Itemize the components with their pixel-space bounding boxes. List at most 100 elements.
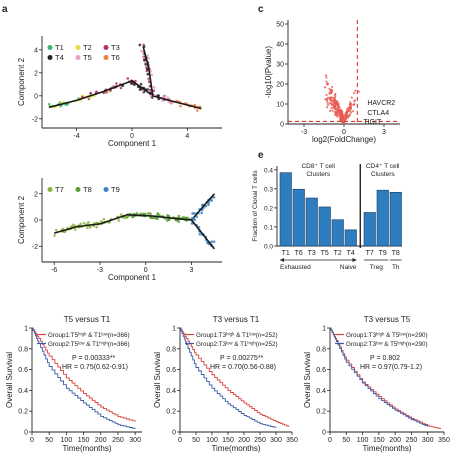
trajectory-top-legend-swatch: [103, 55, 109, 60]
trajectory-top-y-tick-label: 4: [34, 47, 38, 54]
volcano-y-tick-label: 40: [276, 42, 284, 49]
trajectory-mid-cell-point: [200, 211, 203, 215]
volcano-point: [344, 113, 347, 116]
volcano-point: [325, 76, 328, 79]
volcano-point: [353, 92, 356, 95]
volcano-point: [331, 106, 335, 109]
km-3-y-tick-label: 0.6: [316, 367, 326, 374]
panel-label-e: e: [258, 150, 264, 161]
km-2-y-tick-label: 0.2: [166, 409, 176, 416]
trajectory-top-x-axis-label: Component 1: [108, 139, 157, 148]
bars-annotation: Naive: [340, 264, 357, 271]
km-3-x-tick-label: 150: [373, 437, 385, 444]
volcano-y-tick-label: 50: [276, 22, 284, 29]
volcano-y-tick-label: 0: [280, 122, 284, 129]
km-3-legend-label: Group2:T3ˡᵒʷ & T5ʰⁱᵍʰ(n=290): [346, 341, 428, 348]
trajectory-mid-cell-point: [86, 226, 89, 230]
volcano-point: [324, 97, 327, 101]
trajectory-top-cell-point: [144, 63, 147, 66]
trajectory-top-cell-point: [107, 90, 110, 94]
bars-y-axis-label: Fraction of Clonal T cells: [252, 170, 259, 242]
km-3-x-tick-label: 250: [406, 437, 418, 444]
trajectory-mid-legend-swatch: [75, 187, 81, 192]
trajectory-top-trajectory-line: [48, 79, 202, 110]
trajectory-top-y-tick-label: 0: [34, 93, 38, 100]
volcano-x-tick-label: 3: [382, 129, 386, 136]
trajectory-top-cell-point: [152, 85, 156, 89]
trajectory-top-cell-point: [152, 89, 156, 93]
trajectory-mid-cell-point: [165, 219, 169, 222]
trajectory-mid-cell-point: [181, 216, 185, 219]
trajectory-mid-legend-label: T8: [83, 185, 92, 194]
trajectory-top-legend-label: T1: [55, 43, 64, 52]
volcano-point: [331, 100, 334, 103]
km-3-y-tick-label: 0: [322, 430, 326, 437]
trajectory-mid-cell-point: [88, 225, 92, 229]
trajectory-top-cell-point: [142, 56, 146, 60]
panel-label-a: a: [2, 4, 8, 15]
km-2-y-tick-label: 0.6: [166, 367, 176, 374]
km-2-y-axis-label: Overall Survival: [153, 352, 162, 408]
volcano-point: [350, 96, 353, 99]
trajectory-top-cell-point: [119, 86, 123, 90]
volcano-point: [348, 113, 351, 116]
trajectory-top-cell-point: [150, 73, 154, 77]
bars-y-tick-label: 0.0: [264, 244, 273, 251]
trajectory-mid-y-axis-label: Component 2: [17, 195, 26, 244]
volcano-point: [331, 103, 334, 106]
trajectory-top-x-tick-label: 4: [185, 133, 189, 140]
trajectory-top-legend-swatch: [75, 45, 81, 50]
volcano-point: [343, 117, 347, 120]
trajectory-top-cell-point: [89, 91, 92, 95]
volcano-point: [330, 85, 334, 89]
bars-arrowhead-left: [280, 258, 284, 262]
km-3-y-tick-label: 1: [322, 326, 326, 333]
volcano-point: [328, 109, 332, 113]
km-2-x-tick-label: 100: [206, 437, 218, 444]
trajectory-mid-legend-label: T9: [111, 185, 120, 194]
km-2-legend-label: Group2:T3ˡᵒʷ & T1ʰⁱᵍʰ(n=252): [196, 341, 278, 348]
trajectory-top-cell-point: [59, 104, 62, 108]
km-2-title: T3 versus T1: [213, 315, 260, 324]
trajectory-top-legend-label: T6: [111, 53, 120, 62]
km-2-p-value: P = 0.00275**: [220, 355, 264, 362]
trajectory-top-cell-point: [145, 66, 148, 69]
trajectory-top-cell-point: [47, 102, 51, 106]
trajectory-top-legend-swatch: [47, 55, 53, 60]
bar-T8: [389, 191, 402, 247]
volcano-point: [357, 90, 361, 93]
km-1-legend-label: Group2:T5ˡᵒʷ & T1ʰⁱᵍʰ(n=366): [48, 341, 130, 348]
trajectory-top-cell-point: [161, 99, 164, 103]
km-3-p-value: P = 0.802: [370, 355, 400, 362]
volcano-point: [331, 89, 334, 92]
volcano-gene-label: CTLA4: [367, 110, 389, 117]
km-2-x-tick-label: 50: [192, 437, 200, 444]
trajectory-mid-cell-point: [152, 216, 155, 220]
trajectory-mid-cell-point: [212, 240, 216, 243]
trajectory-top-x-tick-label: 0: [130, 133, 134, 140]
km-3-hazard-ratio: HR = 0.97(0.79-1.2): [360, 364, 422, 371]
trajectory-top-cell-point: [142, 43, 145, 47]
trajectory-top-legend-label: T3: [111, 43, 120, 52]
volcano-point: [354, 89, 357, 92]
trajectory-top-cell-point: [146, 72, 150, 76]
trajectory-mid-cell-point: [166, 214, 169, 217]
km-1-y-tick-label: 0: [24, 430, 28, 437]
km-3-y-tick-label: 0.2: [316, 409, 326, 416]
trajectory-mid-cell-point: [82, 221, 86, 225]
trajectory-top-cell-point: [143, 58, 146, 62]
trajectory-top-cell-point: [196, 109, 199, 112]
trajectory-mid-cell-point: [135, 212, 139, 215]
km-3-title: T3 versus T5: [364, 315, 411, 324]
volcano-point: [325, 98, 329, 101]
km-1-x-tick-label: 150: [78, 437, 90, 444]
km-1-legend-label: Group1:T5ʰⁱᵍʰ & T1ˡᵒʷ(n=366): [48, 332, 130, 339]
trajectory-top-cell-point: [179, 104, 182, 108]
km-2-y-tick-label: 0.8: [166, 346, 176, 353]
bars-group-subtitle: Clusters: [371, 171, 396, 178]
bars-group-title: CD8⁺ T cell: [301, 163, 335, 170]
volcano-point: [324, 74, 328, 77]
trajectory-mid-y-tick-label: -2: [32, 244, 38, 251]
volcano-point: [333, 97, 336, 100]
